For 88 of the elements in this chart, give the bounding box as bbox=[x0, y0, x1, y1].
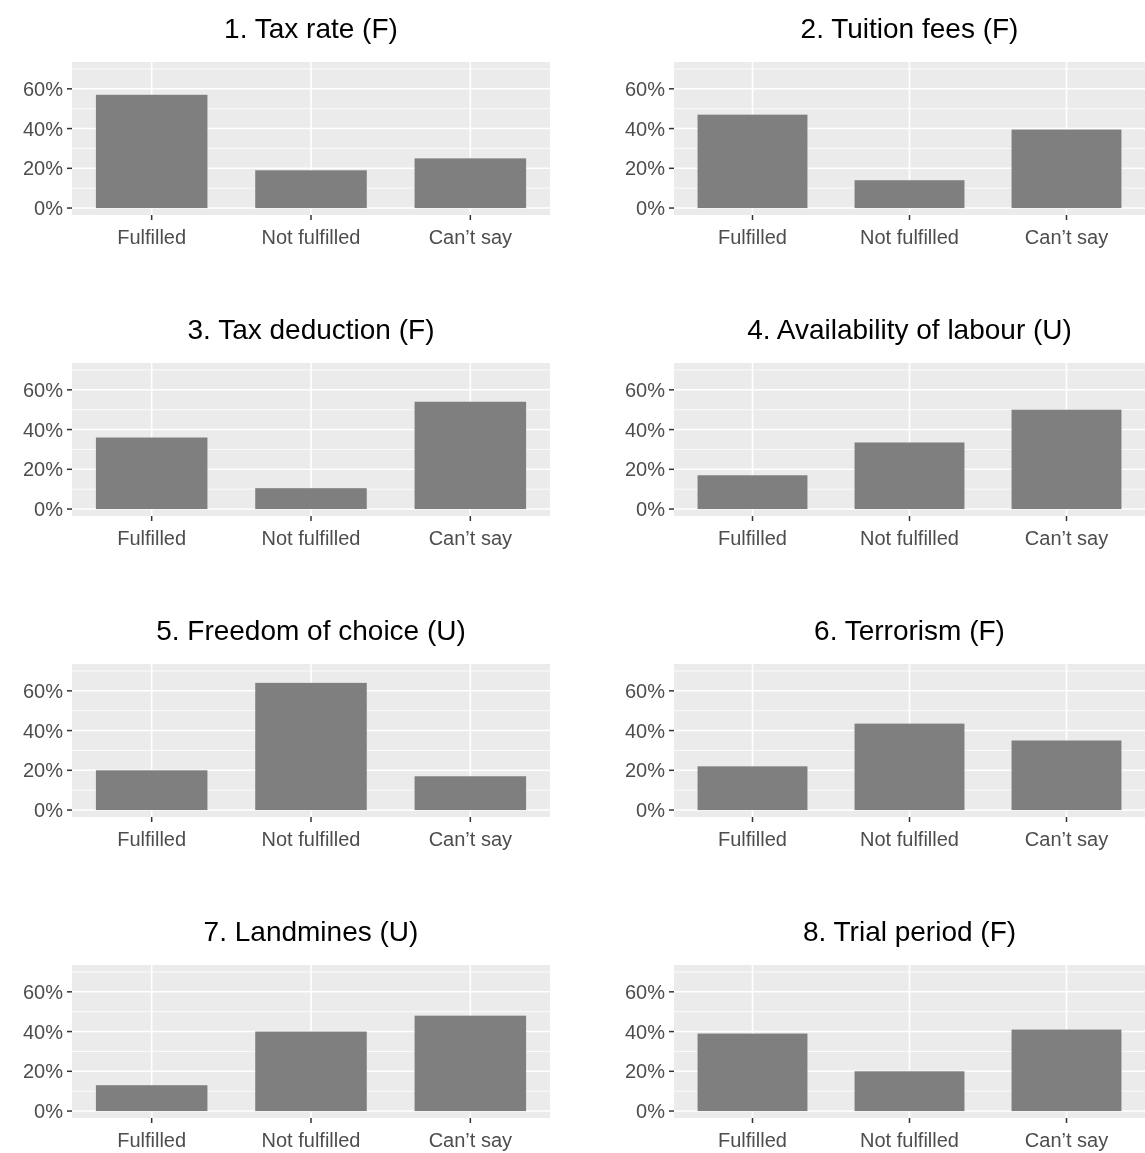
bar bbox=[697, 475, 808, 510]
x-tick-label: Fulfilled bbox=[718, 527, 787, 549]
y-tick-label: 0% bbox=[34, 799, 64, 822]
y-tick-label: 40% bbox=[22, 418, 64, 441]
y-tick-label: 20% bbox=[22, 759, 64, 782]
y-tick-label: 60% bbox=[22, 980, 64, 1003]
bar bbox=[697, 1033, 808, 1112]
x-tick-label: Can’t say bbox=[428, 828, 513, 850]
y-tick-label: 40% bbox=[624, 1020, 666, 1043]
bar bbox=[854, 442, 965, 510]
bar bbox=[854, 180, 965, 209]
y-tick-label: 60% bbox=[22, 378, 64, 401]
bar bbox=[854, 1071, 965, 1112]
y-tick-label: 20% bbox=[624, 458, 666, 481]
y-tick-label: 20% bbox=[22, 458, 64, 481]
chart-title: 5. Freedom of choice (U) bbox=[156, 615, 466, 646]
bar bbox=[697, 114, 808, 209]
y-tick-label: 40% bbox=[22, 1020, 64, 1043]
x-tick-label: Not fulfilled bbox=[261, 828, 361, 850]
x-tick-label: Can’t say bbox=[1024, 527, 1109, 549]
bar bbox=[414, 776, 527, 811]
y-tick-label: 0% bbox=[34, 1100, 64, 1123]
bar bbox=[255, 488, 367, 510]
bar bbox=[1011, 409, 1122, 510]
y-tick-label: 20% bbox=[624, 759, 666, 782]
x-tick-label: Can’t say bbox=[1024, 226, 1109, 248]
y-tick-label: 40% bbox=[624, 719, 666, 742]
y-tick-label: 0% bbox=[636, 799, 666, 822]
y-tick-label: 60% bbox=[624, 77, 666, 100]
x-tick-label: Not fulfilled bbox=[261, 226, 361, 248]
bar bbox=[414, 1015, 527, 1112]
y-tick-label: 60% bbox=[624, 378, 666, 401]
x-tick-label: Not fulfilled bbox=[860, 1129, 959, 1151]
y-tick-label: 20% bbox=[22, 1060, 64, 1083]
bar bbox=[95, 1085, 208, 1112]
y-tick-label: 60% bbox=[624, 980, 666, 1003]
bar bbox=[255, 1031, 367, 1112]
bar bbox=[255, 682, 367, 811]
bar bbox=[1011, 129, 1122, 209]
x-tick-label: Fulfilled bbox=[117, 527, 187, 549]
bar bbox=[95, 437, 208, 510]
x-tick-label: Can’t say bbox=[1024, 1129, 1109, 1151]
y-tick-label: 20% bbox=[624, 1060, 666, 1083]
y-tick-label: 60% bbox=[22, 77, 64, 100]
x-tick-label: Can’t say bbox=[428, 226, 513, 248]
bar bbox=[414, 401, 527, 510]
y-tick-label: 40% bbox=[22, 719, 64, 742]
bar bbox=[854, 723, 965, 811]
x-tick-label: Fulfilled bbox=[718, 226, 787, 248]
bar bbox=[414, 158, 527, 209]
chart-title: 2. Tuition fees (F) bbox=[800, 13, 1019, 44]
y-tick-label: 20% bbox=[624, 157, 666, 180]
x-tick-label: Can’t say bbox=[428, 1129, 513, 1151]
x-tick-label: Not fulfilled bbox=[261, 527, 361, 549]
x-tick-label: Not fulfilled bbox=[860, 828, 959, 850]
y-tick-label: 40% bbox=[624, 418, 666, 441]
x-tick-label: Fulfilled bbox=[117, 1129, 187, 1151]
chart-title: 7. Landmines (U) bbox=[203, 916, 419, 947]
x-tick-label: Fulfilled bbox=[718, 828, 787, 850]
bar bbox=[1011, 1029, 1122, 1112]
x-tick-label: Not fulfilled bbox=[261, 1129, 361, 1151]
y-tick-label: 20% bbox=[22, 157, 64, 180]
y-tick-label: 0% bbox=[34, 197, 64, 220]
y-tick-label: 0% bbox=[636, 1100, 666, 1123]
chart-title: 6. Terrorism (F) bbox=[814, 615, 1005, 646]
x-tick-label: Not fulfilled bbox=[860, 226, 959, 248]
y-tick-label: 60% bbox=[624, 679, 666, 702]
bar bbox=[95, 770, 208, 811]
y-tick-label: 40% bbox=[22, 117, 64, 140]
x-tick-label: Fulfilled bbox=[117, 828, 187, 850]
x-tick-label: Not fulfilled bbox=[860, 527, 959, 549]
y-tick-label: 0% bbox=[34, 498, 64, 521]
y-tick-label: 0% bbox=[636, 197, 666, 220]
chart-title: 4. Availability of labour (U) bbox=[747, 314, 1072, 345]
bar bbox=[95, 94, 208, 209]
x-tick-label: Fulfilled bbox=[117, 226, 187, 248]
y-tick-label: 40% bbox=[624, 117, 666, 140]
y-tick-label: 60% bbox=[22, 679, 64, 702]
bar bbox=[1011, 740, 1122, 811]
bar bbox=[697, 766, 808, 811]
bar bbox=[255, 170, 367, 209]
chart-title: 8. Trial period (F) bbox=[802, 916, 1017, 947]
y-tick-label: 0% bbox=[636, 498, 666, 521]
chart-title: 3. Tax deduction (F) bbox=[187, 314, 435, 345]
x-tick-label: Can’t say bbox=[1024, 828, 1109, 850]
x-tick-label: Can’t say bbox=[428, 527, 513, 549]
x-tick-label: Fulfilled bbox=[718, 1129, 787, 1151]
chart-title: 1. Tax rate (F) bbox=[224, 13, 398, 44]
